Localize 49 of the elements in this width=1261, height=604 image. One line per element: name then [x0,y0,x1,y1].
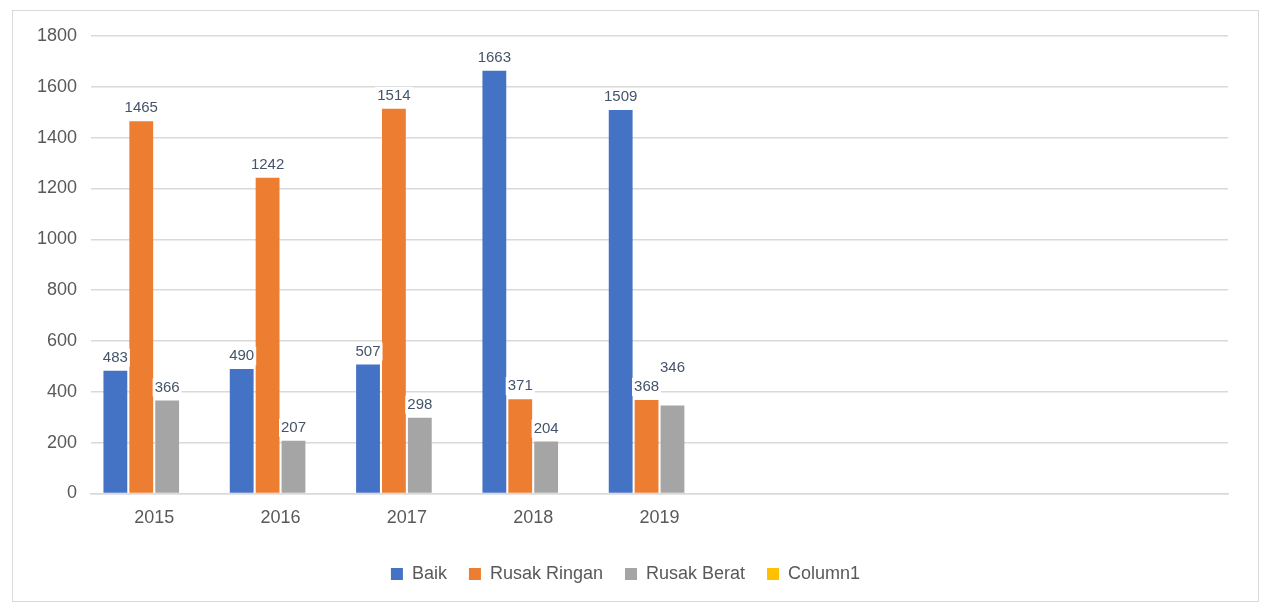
x-tick-label: 2018 [513,507,554,528]
y-tick-label: 1800 [37,24,78,45]
bar [155,400,180,493]
y-tick-label: 600 [47,329,78,350]
data-label: 371 [507,376,533,394]
bar [382,108,406,493]
bar [281,440,306,493]
data-label: 204 [533,418,559,436]
legend-label: Rusak Ringan [489,562,603,583]
bar [534,441,559,493]
y-tick-label: 1200 [37,177,78,198]
bar [482,70,507,493]
y-tick-label: 1400 [37,126,78,147]
x-tick-label: 2015 [134,507,175,528]
x-tick-label: 2017 [386,507,427,528]
x-tick-label: 2016 [260,507,301,528]
data-label: 346 [659,358,685,376]
bar [103,370,128,493]
legend-label: Rusak Berat [646,562,746,583]
data-label: 1509 [603,87,638,105]
data-label: 1514 [377,85,411,103]
data-label: 207 [280,417,306,435]
bar [608,109,633,493]
data-label: 1465 [124,98,158,116]
bar [129,121,154,493]
data-label: 507 [355,341,381,359]
data-label: 490 [229,346,255,364]
legend-label: Baik [411,562,448,583]
data-label: 366 [154,377,180,395]
data-label: 483 [102,347,128,365]
y-tick-label: 1600 [37,75,78,96]
y-tick-label: 200 [47,431,78,452]
bar [255,177,280,493]
x-tick-label: 2019 [639,507,680,528]
y-tick-label: 400 [47,380,78,401]
data-label: 1242 [250,154,285,172]
y-tick-label: 1000 [37,228,78,249]
bar [634,399,659,493]
bar [508,399,533,493]
y-tick-label: 0 [67,482,78,503]
data-label: 368 [634,377,660,395]
bar [407,417,432,493]
bar [229,368,254,493]
data-label: 1663 [477,47,512,65]
bar [660,405,685,493]
data-label: 298 [407,394,433,412]
legend-label: Column1 [788,562,861,583]
y-tick-label: 800 [47,279,78,300]
bar [356,364,380,493]
